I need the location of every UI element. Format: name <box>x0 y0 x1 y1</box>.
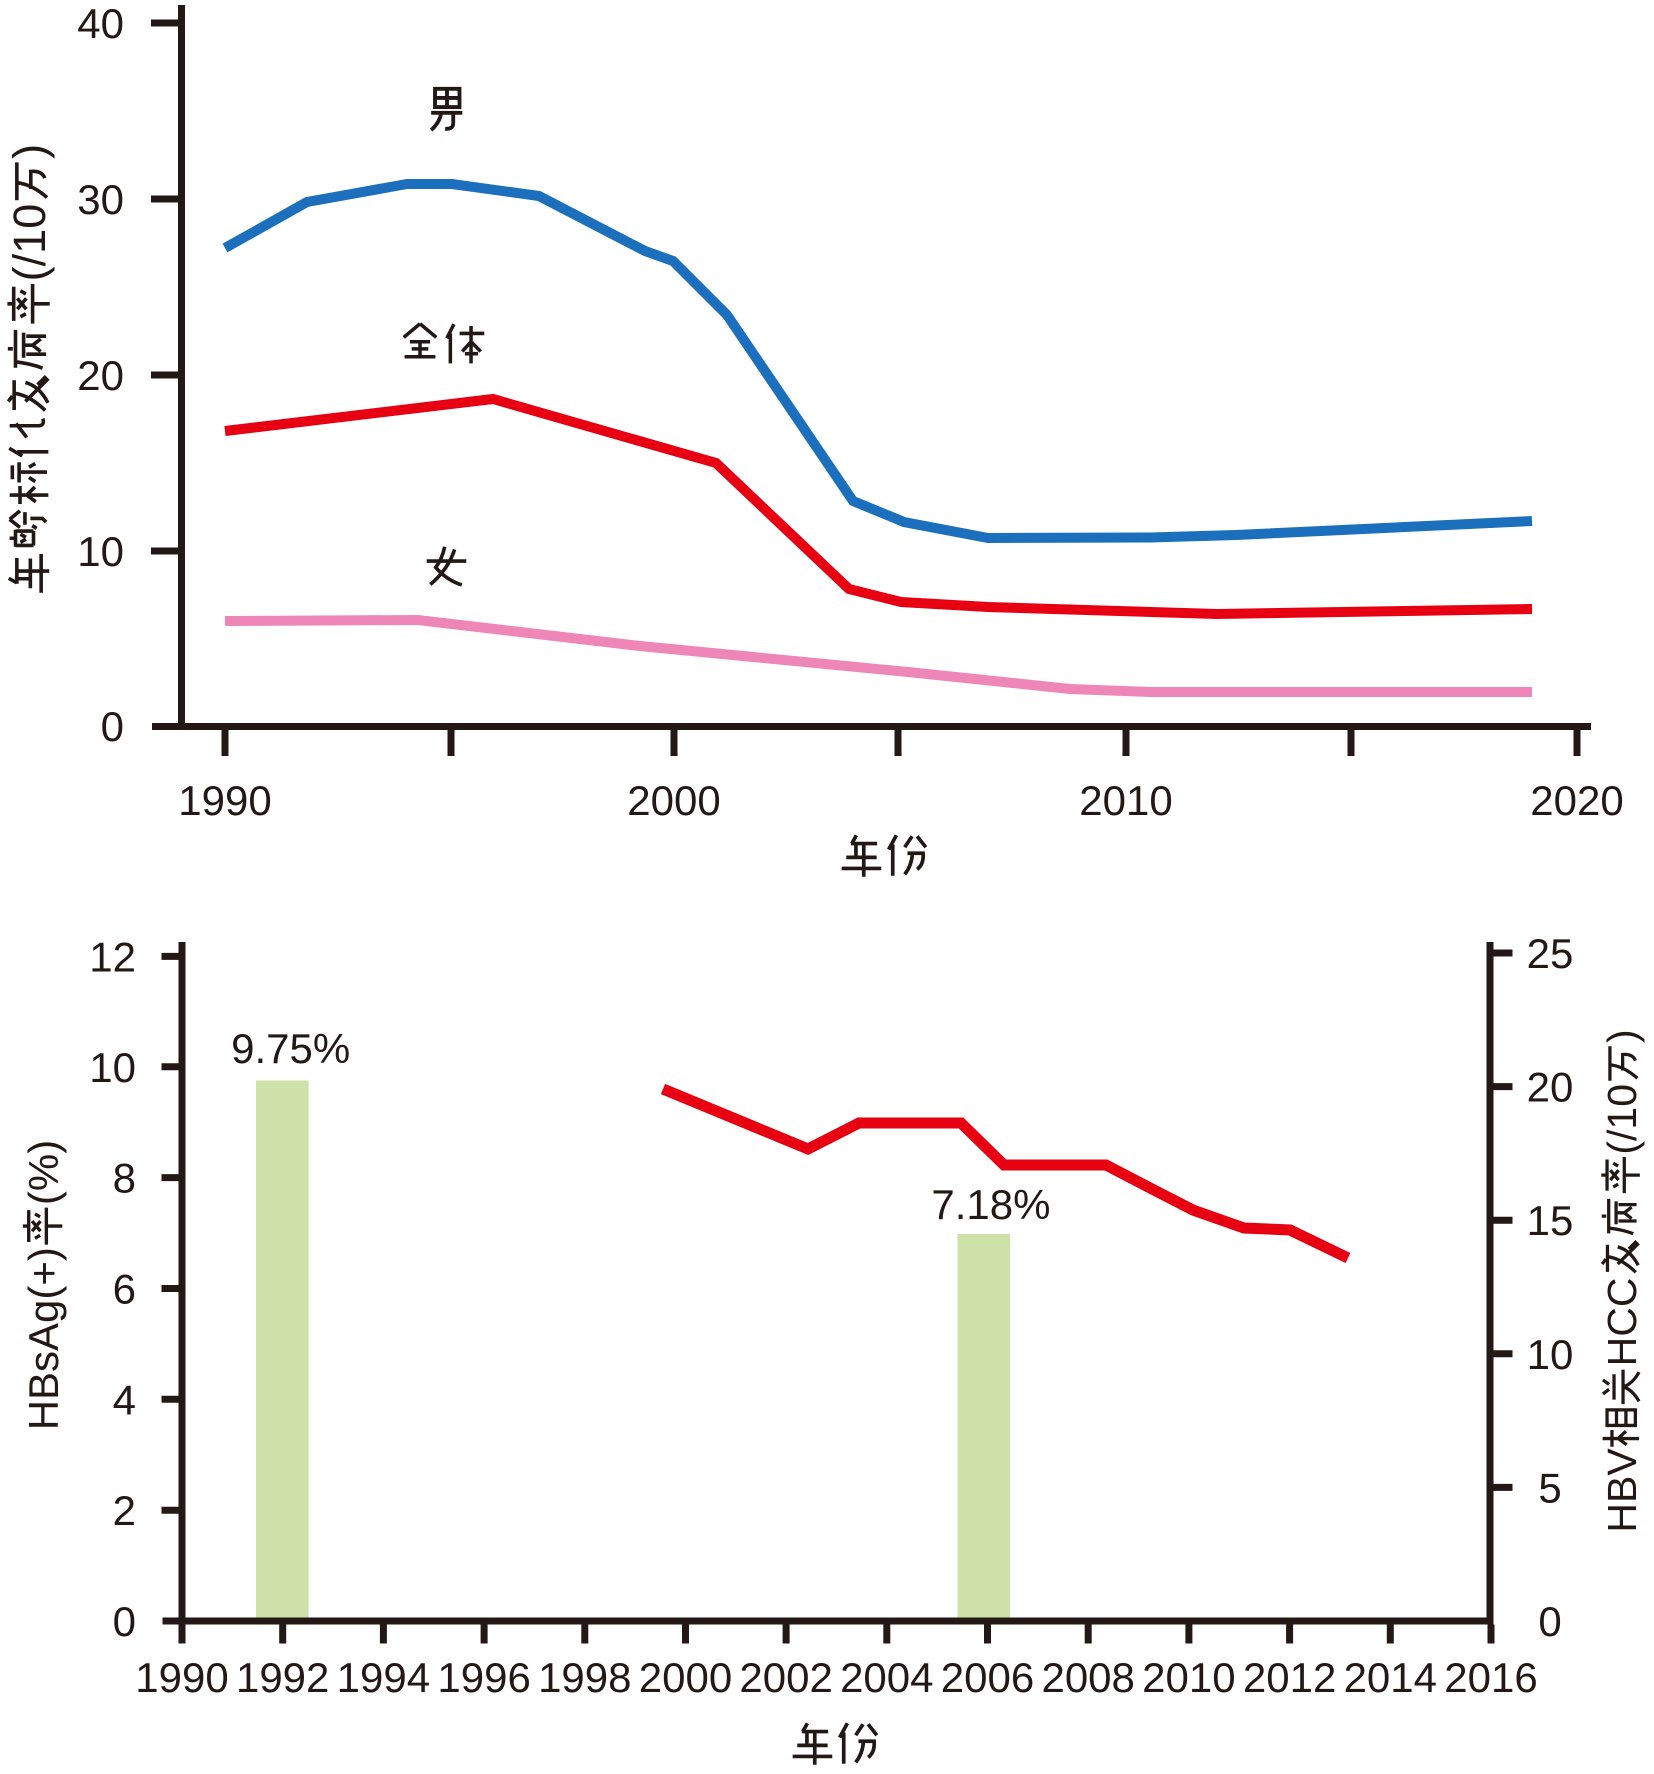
svg-text:10: 10 <box>89 1044 136 1091</box>
svg-text:1992: 1992 <box>236 1654 329 1701</box>
svg-text:0: 0 <box>101 703 124 750</box>
svg-text:6: 6 <box>113 1266 136 1313</box>
svg-text:1998: 1998 <box>538 1654 631 1701</box>
svg-text:2016: 2016 <box>1444 1654 1537 1701</box>
svg-text:9.75%: 9.75% <box>231 1025 350 1072</box>
svg-text:HBsAg(+): HBsAg(+) <box>20 1247 67 1430</box>
svg-text:30: 30 <box>77 176 124 223</box>
svg-text:2004: 2004 <box>840 1654 933 1701</box>
svg-text:25: 25 <box>1527 930 1574 977</box>
svg-text:20: 20 <box>1527 1064 1574 1111</box>
svg-text:2012: 2012 <box>1243 1654 1336 1701</box>
svg-text:2010: 2010 <box>1142 1654 1235 1701</box>
svg-text:1990: 1990 <box>178 777 271 824</box>
svg-text:2020: 2020 <box>1530 777 1623 824</box>
svg-text:20: 20 <box>77 352 124 399</box>
svg-text:(/10: (/10 <box>4 204 55 282</box>
svg-text:): ) <box>1599 1029 1645 1043</box>
svg-text:2006: 2006 <box>941 1654 1034 1701</box>
svg-text:2008: 2008 <box>1041 1654 1134 1701</box>
svg-text:2014: 2014 <box>1344 1654 1437 1701</box>
svg-text:HBV: HBV <box>1599 1448 1645 1533</box>
svg-text:2000: 2000 <box>639 1654 732 1701</box>
svg-text:15: 15 <box>1527 1197 1574 1244</box>
svg-text:1994: 1994 <box>337 1654 430 1701</box>
svg-text:5: 5 <box>1538 1464 1561 1511</box>
svg-text:0: 0 <box>1538 1598 1561 1645</box>
svg-text:7.18%: 7.18% <box>931 1181 1050 1228</box>
svg-text:1996: 1996 <box>437 1654 530 1701</box>
svg-text:2002: 2002 <box>739 1654 832 1701</box>
svg-text:2010: 2010 <box>1079 777 1172 824</box>
svg-text:10: 10 <box>77 528 124 575</box>
svg-text:): ) <box>4 144 55 159</box>
svg-text:(/10: (/10 <box>1599 1084 1645 1155</box>
svg-text:1990: 1990 <box>135 1654 228 1701</box>
svg-text:0: 0 <box>113 1598 136 1645</box>
svg-text:(%): (%) <box>20 1140 67 1205</box>
svg-text:2000: 2000 <box>627 777 720 824</box>
svg-text:2: 2 <box>113 1487 136 1534</box>
svg-text:10: 10 <box>1527 1331 1574 1378</box>
svg-text:8: 8 <box>113 1155 136 1202</box>
svg-text:12: 12 <box>89 933 136 980</box>
svg-text:40: 40 <box>77 0 124 47</box>
svg-text:HCC: HCC <box>1599 1278 1645 1367</box>
svg-text:4: 4 <box>113 1376 136 1423</box>
